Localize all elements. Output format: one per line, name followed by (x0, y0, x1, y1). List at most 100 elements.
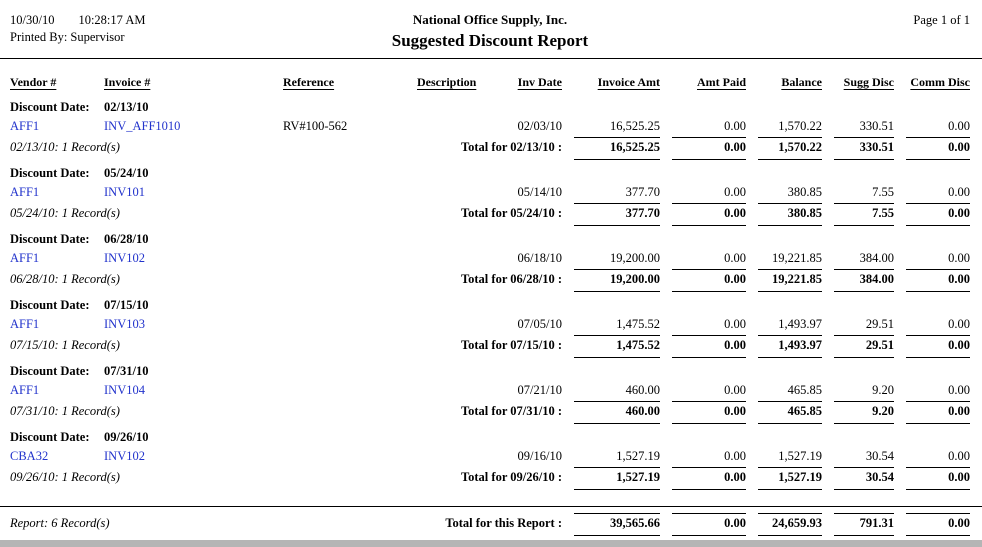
invoice-amt-cell: 460.00 (625, 383, 660, 397)
page-number: Page 1 of 1 (913, 13, 970, 27)
invoice-row: AFF1 INV102 06/18/10 19,200.00 0.00 19,2… (10, 249, 970, 268)
group-total-invoice-amt: 16,525.25 (574, 137, 660, 160)
balance-cell: 1,527.19 (778, 449, 822, 463)
reference-cell: RV#100-562 (283, 119, 348, 133)
group-record-count: 05/24/10: 1 Record(s) (10, 206, 120, 220)
discount-date-row: Discount Date: 09/26/10 (10, 428, 970, 447)
group-record-count: 06/28/10: 1 Record(s) (10, 272, 120, 286)
vendor-link[interactable]: AFF1 (10, 251, 40, 265)
discount-date-value: 02/13/10 (104, 100, 149, 114)
col-balance: Balance (781, 75, 822, 89)
group-total-balance: 19,221.85 (758, 269, 822, 292)
print-date: 10/30/10 (10, 13, 55, 27)
discount-date-value: 07/15/10 (104, 298, 149, 312)
invoice-amt-cell: 16,525.25 (610, 119, 660, 133)
print-datetime: 10/30/10 10:28:17 AM (10, 12, 392, 29)
group-total-amt-paid: 0.00 (672, 269, 746, 292)
group-total-balance: 1,527.19 (758, 467, 822, 490)
invoice-link[interactable]: INV104 (104, 383, 145, 397)
discount-date-label: Discount Date: (10, 232, 90, 246)
invoice-link[interactable]: INV103 (104, 317, 145, 331)
discount-date-group: Discount Date: 02/13/10 AFF1 INV_AFF1010… (10, 98, 970, 160)
col-inv-date: Inv Date (517, 75, 562, 89)
group-total-comm-disc: 0.00 (906, 203, 970, 226)
invoice-amt-cell: 377.70 (625, 185, 660, 199)
report-total-label: Total for this Report : (445, 516, 562, 530)
vendor-link[interactable]: CBA32 (10, 449, 49, 463)
group-record-count: 02/13/10: 1 Record(s) (10, 140, 120, 154)
discount-date-group: Discount Date: 09/26/10 CBA32 INV102 09/… (10, 428, 970, 490)
sugg-disc-cell: 9.20 (872, 383, 894, 397)
footer-divider (0, 506, 982, 507)
print-time: 10:28:17 AM (78, 13, 146, 27)
group-total-amt-paid: 0.00 (672, 467, 746, 490)
invoice-link[interactable]: INV102 (104, 251, 145, 265)
group-total-comm-disc: 0.00 (906, 335, 970, 358)
window-edge (0, 540, 982, 547)
group-total-amt-paid: 0.00 (672, 335, 746, 358)
discount-date-label: Discount Date: (10, 298, 90, 312)
invoice-amt-cell: 19,200.00 (610, 251, 660, 265)
group-total-label: Total for 09/26/10 : (460, 470, 562, 484)
invoice-row: AFF1 INV104 07/21/10 460.00 0.00 465.85 … (10, 381, 970, 400)
group-total-row: 02/13/10: 1 Record(s) Total for 02/13/10… (10, 137, 970, 160)
vendor-link[interactable]: AFF1 (10, 383, 40, 397)
sugg-disc-cell: 330.51 (859, 119, 894, 133)
col-reference: Reference (283, 75, 335, 89)
group-total-label: Total for 02/13/10 : (460, 140, 562, 154)
discount-date-row: Discount Date: 02/13/10 (10, 98, 970, 117)
group-total-invoice-amt: 1,475.52 (574, 335, 660, 358)
vendor-link[interactable]: AFF1 (10, 317, 40, 331)
discount-date-value: 07/31/10 (104, 364, 149, 378)
discount-date-row: Discount Date: 05/24/10 (10, 164, 970, 183)
discount-date-value: 06/28/10 (104, 232, 149, 246)
report-total-balance: 24,659.93 (758, 513, 822, 536)
comm-disc-cell: 0.00 (948, 251, 970, 265)
report-record-count: Report: 6 Record(s) (10, 516, 110, 530)
header-divider (0, 58, 982, 59)
group-total-comm-disc: 0.00 (906, 467, 970, 490)
group-total-label: Total for 07/15/10 : (460, 338, 562, 352)
comm-disc-cell: 0.00 (948, 185, 970, 199)
vendor-link[interactable]: AFF1 (10, 119, 40, 133)
sugg-disc-cell: 30.54 (865, 449, 894, 463)
group-total-row: 06/28/10: 1 Record(s) Total for 06/28/10… (10, 269, 970, 292)
group-total-invoice-amt: 1,527.19 (574, 467, 660, 490)
comm-disc-cell: 0.00 (948, 449, 970, 463)
amt-paid-cell: 0.00 (724, 383, 746, 397)
group-total-balance: 380.85 (758, 203, 822, 226)
report-total-row: Report: 6 Record(s) Total for this Repor… (10, 513, 970, 536)
invoice-link[interactable]: INV102 (104, 449, 145, 463)
group-total-sugg-disc: 30.54 (834, 467, 894, 490)
amt-paid-cell: 0.00 (724, 185, 746, 199)
page-header: 10/30/10 10:28:17 AM Printed By: Supervis… (10, 8, 970, 52)
inv-date-cell: 02/03/10 (517, 119, 562, 133)
invoice-link[interactable]: INV_AFF1010 (104, 119, 181, 133)
invoice-row: AFF1 INV101 05/14/10 377.70 0.00 380.85 … (10, 183, 970, 202)
invoice-link[interactable]: INV101 (104, 185, 145, 199)
group-total-comm-disc: 0.00 (906, 269, 970, 292)
report-titles: National Office Supply, Inc. Suggested D… (392, 12, 588, 52)
group-total-label: Total for 05/24/10 : (460, 206, 562, 220)
report-title: Suggested Discount Report (391, 31, 589, 50)
group-total-invoice-amt: 19,200.00 (574, 269, 660, 292)
group-total-balance: 1,493.97 (758, 335, 822, 358)
group-total-row: 07/31/10: 1 Record(s) Total for 07/31/10… (10, 401, 970, 424)
col-description: Description (417, 75, 477, 89)
balance-cell: 1,570.22 (778, 119, 822, 133)
col-comm-disc: Comm Disc (910, 75, 970, 89)
group-total-label: Total for 06/28/10 : (460, 272, 562, 286)
discount-date-label: Discount Date: (10, 166, 90, 180)
group-total-label: Total for 07/31/10 : (460, 404, 562, 418)
invoice-amt-cell: 1,527.19 (616, 449, 660, 463)
balance-cell: 380.85 (787, 185, 822, 199)
discount-date-value: 05/24/10 (104, 166, 149, 180)
balance-cell: 19,221.85 (772, 251, 822, 265)
inv-date-cell: 09/16/10 (517, 449, 562, 463)
group-total-amt-paid: 0.00 (672, 401, 746, 424)
col-invoice-amt: Invoice Amt (597, 75, 660, 89)
discount-date-row: Discount Date: 07/31/10 (10, 362, 970, 381)
group-total-comm-disc: 0.00 (906, 137, 970, 160)
vendor-link[interactable]: AFF1 (10, 185, 40, 199)
